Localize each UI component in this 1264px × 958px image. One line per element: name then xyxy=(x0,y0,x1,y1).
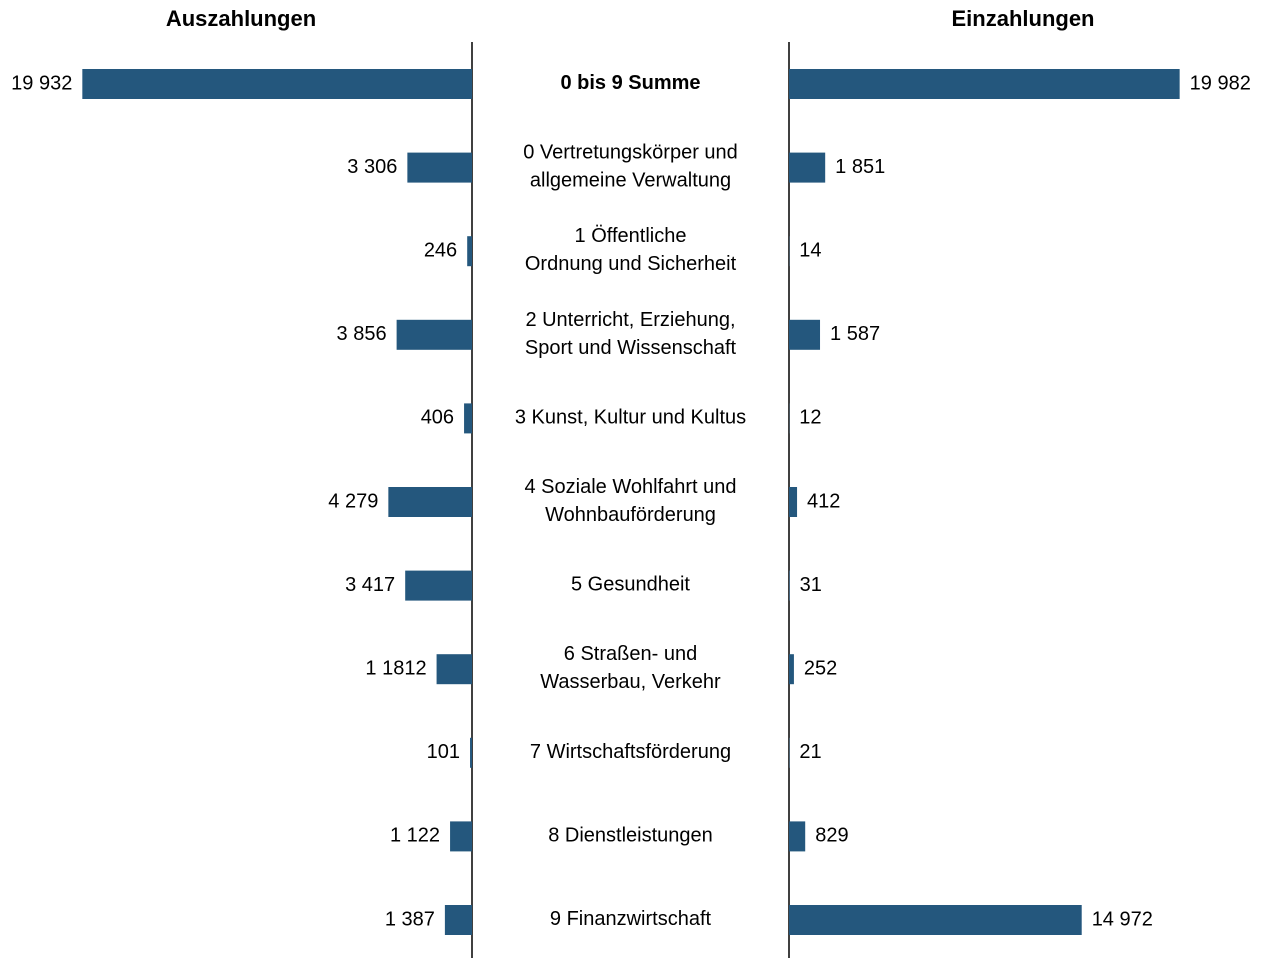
bar xyxy=(789,905,1082,935)
bar xyxy=(405,570,472,601)
bar xyxy=(407,152,472,183)
bar xyxy=(789,319,821,350)
data-label: 412 xyxy=(807,490,840,512)
data-label: 12 xyxy=(799,407,821,429)
data-label: 19 982 xyxy=(1190,72,1251,94)
data-label: 1 1812 xyxy=(365,657,426,679)
bar xyxy=(450,821,472,852)
category-label: 9 Finanzwirtschaft xyxy=(550,908,712,930)
series-title: Einzahlungen xyxy=(952,6,1095,31)
bar xyxy=(789,570,790,601)
category-label: 0 Vertretungskörper und allgemeine Verwal… xyxy=(523,142,738,192)
series-title: Auszahlungen xyxy=(166,6,316,31)
bar xyxy=(82,69,472,99)
category-label: 7 Wirtschaftsförderung xyxy=(530,741,731,763)
data-label: 14 xyxy=(799,239,821,261)
category-label: 8 Dienstleistungen xyxy=(548,825,713,847)
category-label: 6 Straßen- und Wasserbau, Verkehr xyxy=(540,643,721,693)
data-label: 252 xyxy=(804,657,837,679)
category-label: 0 bis 9 Summe xyxy=(560,72,700,94)
bar xyxy=(789,654,794,685)
bar xyxy=(789,69,1180,99)
data-label: 3 306 xyxy=(347,156,397,178)
bar xyxy=(467,236,472,267)
bar xyxy=(470,737,472,768)
category-label: 1 Öffentliche Ordnung und Sicherheit xyxy=(525,225,737,275)
bar xyxy=(436,654,472,685)
data-label: 19 932 xyxy=(11,72,72,94)
data-label: 1 387 xyxy=(385,908,435,930)
bar xyxy=(388,487,472,517)
data-label: 3 856 xyxy=(337,323,387,345)
bar xyxy=(444,905,472,935)
data-label: 4 279 xyxy=(328,490,378,512)
category-label: 4 Soziale Wohlfahrt und Wohnbauförderung xyxy=(525,476,737,526)
data-label: 829 xyxy=(815,825,848,847)
data-label: 3 417 xyxy=(345,574,395,596)
data-label: 1 122 xyxy=(390,825,440,847)
bar xyxy=(789,487,798,517)
data-label: 101 xyxy=(427,741,460,763)
category-label: 3 Kunst, Kultur und Kultus xyxy=(515,407,746,429)
data-label: 31 xyxy=(800,574,822,596)
data-label: 246 xyxy=(424,239,457,261)
bar xyxy=(464,403,472,434)
bar xyxy=(789,152,826,183)
category-label: 2 Unterricht, Erziehung, Sport und Wissen… xyxy=(525,309,737,359)
data-label: 14 972 xyxy=(1092,908,1153,930)
data-label: 1 851 xyxy=(835,156,885,178)
data-label: 406 xyxy=(421,407,454,429)
category-label: 5 Gesundheit xyxy=(571,574,690,596)
data-label: 21 xyxy=(799,741,821,763)
bar xyxy=(396,319,472,350)
data-label: 1 587 xyxy=(830,323,880,345)
bar xyxy=(789,821,806,852)
